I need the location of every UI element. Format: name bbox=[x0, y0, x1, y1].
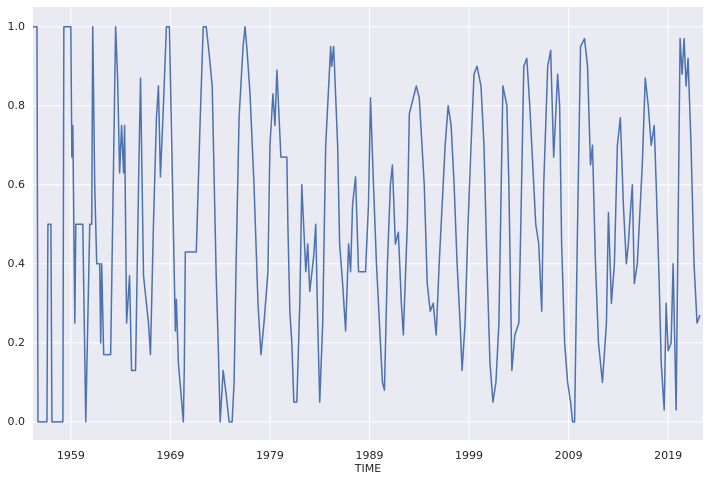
x-tick-label: 1999 bbox=[455, 449, 483, 462]
x-tick-label: 2019 bbox=[654, 449, 682, 462]
x-axis-label: TIME bbox=[354, 462, 381, 475]
y-tick-label: 1.0 bbox=[8, 20, 26, 33]
x-tick-label: 1979 bbox=[256, 449, 284, 462]
x-tick-label: 1969 bbox=[156, 449, 184, 462]
x-tick-label: 1959 bbox=[57, 449, 85, 462]
x-tick-label: 1989 bbox=[355, 449, 383, 462]
y-tick-label: 0.6 bbox=[8, 178, 26, 191]
x-tick-label: 2009 bbox=[555, 449, 583, 462]
y-tick-label: 0.4 bbox=[8, 257, 26, 270]
data-line bbox=[33, 26, 701, 423]
y-tick-label: 0.8 bbox=[8, 99, 26, 112]
y-tick-label: 0.0 bbox=[8, 415, 26, 428]
y-tick-label: 0.2 bbox=[8, 336, 26, 349]
